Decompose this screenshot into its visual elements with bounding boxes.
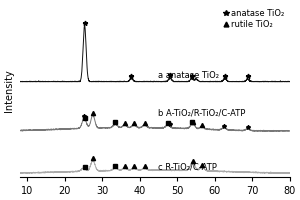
Legend: anatase TiO₂, rutile TiO₂: anatase TiO₂, rutile TiO₂ xyxy=(223,8,286,30)
Y-axis label: Intensity: Intensity xyxy=(4,69,14,112)
Text: a anatase TiO₂: a anatase TiO₂ xyxy=(158,71,220,80)
Text: b A-TiO₂/R-TiO₂/C-ATP: b A-TiO₂/R-TiO₂/C-ATP xyxy=(158,109,246,118)
Text: c R-TiO₂/C-ATP: c R-TiO₂/C-ATP xyxy=(158,163,217,172)
